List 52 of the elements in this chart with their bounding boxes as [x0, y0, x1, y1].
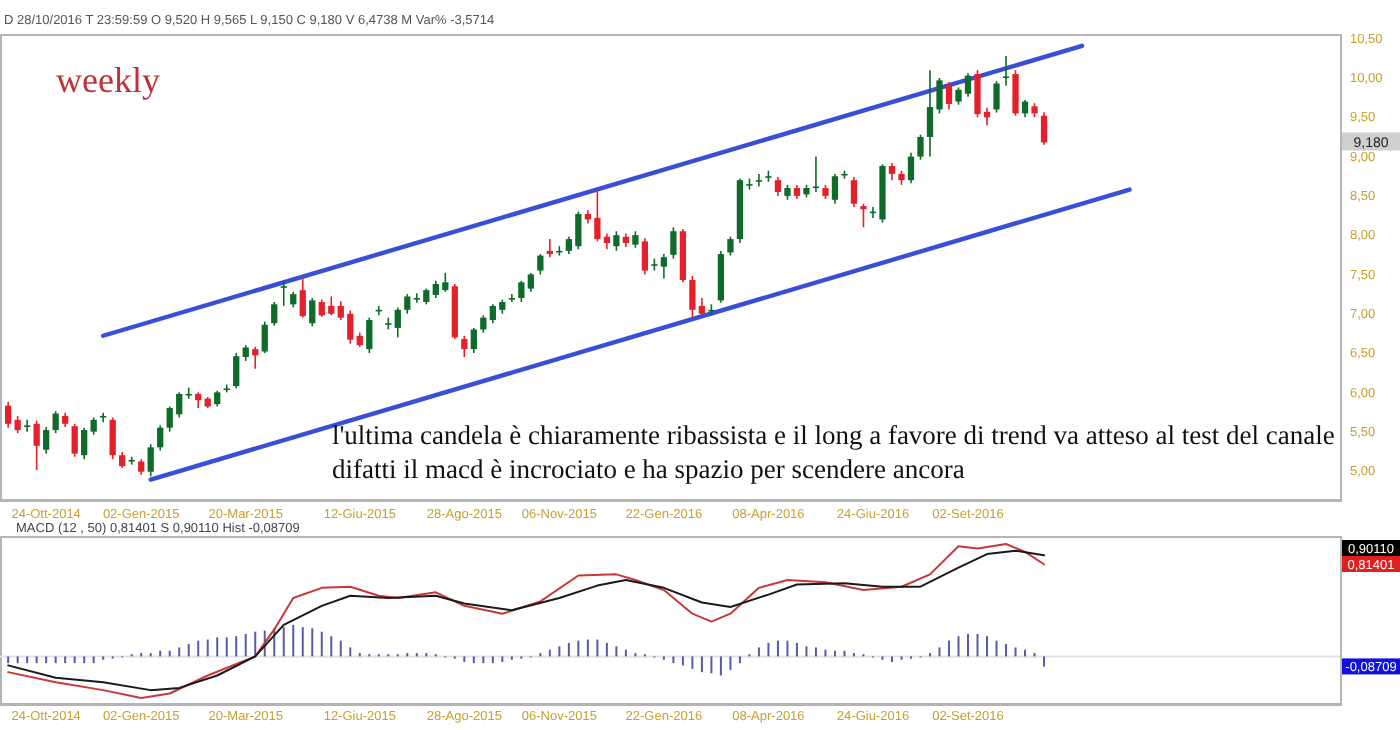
candlestick: [774, 176, 782, 197]
candlestick: [299, 277, 306, 319]
candlestick: [147, 443, 154, 478]
candlestick: [5, 400, 12, 429]
candlestick: [157, 424, 164, 452]
candlestick: [261, 320, 268, 354]
candlestick: [52, 410, 59, 434]
candlestick: [641, 237, 649, 276]
candlestick: [309, 297, 316, 328]
candlestick: [366, 316, 373, 354]
candlestick: [727, 235, 734, 257]
candlestick: [1012, 69, 1019, 117]
candlestick: [470, 327, 477, 354]
candlestick: [993, 80, 1000, 114]
annotation: weekly: [56, 60, 160, 100]
candlestick: [1040, 111, 1048, 146]
candlestick: [404, 293, 411, 315]
candlestick: [537, 253, 544, 276]
candlestick: [670, 226, 677, 260]
candlestick: [850, 176, 858, 208]
candlestick: [461, 334, 468, 358]
candlestick: [185, 386, 192, 400]
candlestick: [917, 133, 924, 161]
candlestick: [233, 352, 240, 390]
candlestick: [1002, 55, 1010, 87]
candlestick: [223, 383, 230, 394]
candlestick: [907, 151, 915, 185]
annotation: difatti il macd è incrociato e ha spazio per scendere ancora: [332, 454, 965, 484]
candlestick: [43, 426, 50, 455]
candlestick: [252, 345, 259, 370]
candlestick: [945, 81, 953, 111]
candlestick: [717, 250, 725, 304]
candlestick: [860, 202, 867, 229]
candlestick: [394, 306, 401, 339]
candlestick: [24, 419, 31, 433]
candlestick: [280, 279, 287, 307]
candlestick: [385, 316, 392, 331]
candlestick: [831, 173, 839, 205]
candlestick: [508, 293, 515, 303]
annotation: l'ultima candela è chiaramente ribassista e il long a favore di trend va atteso al test del canale: [332, 420, 1335, 450]
candlestick: [546, 238, 553, 258]
candlestick: [81, 426, 88, 460]
candlestick: [518, 279, 525, 303]
candlestick: [71, 422, 78, 458]
candlestick: [100, 411, 107, 423]
candlestick: [755, 173, 763, 188]
candlestick: [33, 419, 40, 471]
candlestick: [271, 301, 278, 327]
candlestick: [109, 416, 116, 460]
candlestick: [812, 155, 820, 193]
candlestick: [527, 272, 534, 293]
candlestick: [613, 230, 620, 252]
